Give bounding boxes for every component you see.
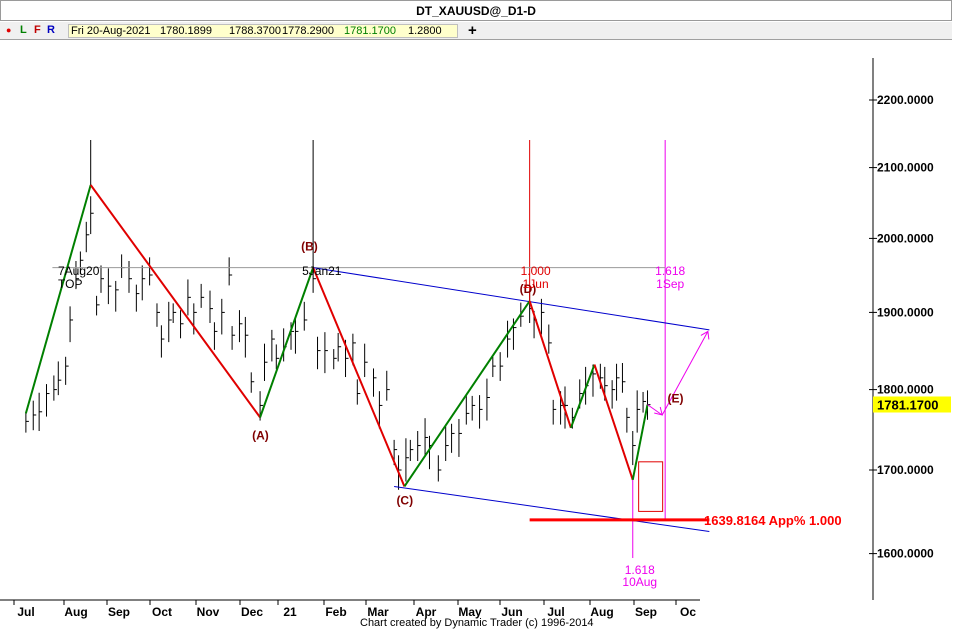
channel-line	[394, 485, 710, 533]
toolbar-button-l[interactable]: L	[20, 24, 27, 36]
y-tick-label: 2000.0000	[877, 231, 934, 245]
wave-leg	[631, 404, 649, 481]
x-tick-label: Dec	[241, 605, 263, 619]
wave-label: (A)	[252, 428, 269, 442]
wave-label: (C)	[396, 493, 413, 507]
arrowhead-icon	[700, 330, 710, 340]
annotation-top-date: 7Aug20	[58, 264, 100, 278]
x-tick-label: Jul	[547, 605, 564, 619]
y-tick-label: 1800.0000	[877, 383, 934, 397]
window-title: DT_XAUUSD@_D1-D	[0, 0, 952, 21]
annotation-aug-date: 10Aug	[622, 575, 657, 589]
axes: 2200.0000 2100.0000 2000.0000 1900.0000 1800…	[0, 58, 951, 619]
wave-leg	[24, 184, 92, 414]
wave-leg	[403, 300, 531, 488]
wave-label: (D)	[520, 282, 537, 296]
x-tick-label: Oc	[680, 605, 696, 619]
ohlc-low: 1778.2900	[282, 25, 334, 37]
y-tick-label: 1700.0000	[877, 463, 934, 477]
status-dot-icon[interactable]: ●	[6, 25, 12, 35]
target-label: 1639.8164 App% 1.000	[704, 513, 842, 528]
projection-leg	[647, 404, 663, 416]
annotation-d-date: 1Jun	[523, 277, 549, 291]
x-tick-label: May	[458, 605, 482, 619]
x-tick-label: Jul	[17, 605, 34, 619]
x-tick-label: Sep	[635, 605, 657, 619]
wave-leg	[593, 364, 634, 481]
add-symbol-button[interactable]: +	[468, 22, 477, 39]
projection-leg	[661, 331, 709, 416]
annotation-sep-date: 1Sep	[656, 277, 684, 291]
y-tick-label: 1600.0000	[877, 547, 934, 561]
ohlc-change: 1.2800	[408, 25, 442, 37]
x-tick-label: Jun	[501, 605, 522, 619]
annotation-aug-ratio: 1.618	[625, 563, 655, 577]
wave-leg	[312, 267, 406, 487]
annotation-b-date: 5Jan21	[302, 264, 342, 278]
footer-credit: Chart created by Dynamic Trader (c) 1996…	[360, 617, 594, 629]
last-price-label: 1781.1700	[877, 397, 938, 412]
x-tick-label: Nov	[197, 605, 220, 619]
channel-line	[313, 267, 710, 331]
overlay-lines	[24, 140, 710, 558]
x-tick-label: Apr	[416, 605, 437, 619]
ohlc-close: 1781.1700	[344, 25, 396, 37]
arrowhead-icon	[654, 406, 663, 416]
e-target-box	[638, 461, 664, 512]
toolbar-button-r[interactable]: R	[47, 24, 55, 36]
wave-label: (E)	[667, 392, 683, 406]
toolbar-button-f[interactable]: F	[34, 24, 41, 36]
x-tick-label: 21	[283, 605, 297, 619]
ohlc-open: 1780.1899	[160, 25, 212, 37]
x-tick-label: Aug	[590, 605, 613, 619]
annotation-sep-ratio: 1.618	[655, 264, 685, 278]
x-tick-label: Feb	[325, 605, 346, 619]
wave-leg	[89, 184, 261, 418]
info-toolbar: ● L F R Fri 20-Aug-2021 1780.1899 1788.3…	[0, 22, 952, 40]
wave-leg	[259, 267, 315, 418]
y-tick-label: 1900.0000	[877, 305, 934, 319]
x-tick-label: Sep	[108, 605, 130, 619]
wave-leg	[528, 300, 572, 429]
x-tick-label: Mar	[367, 605, 389, 619]
ohlc-readout: Fri 20-Aug-2021 1780.1899 1788.3700 1778…	[68, 24, 458, 38]
y-tick-label: 2200.0000	[877, 93, 934, 107]
wave-label: (B)	[301, 240, 318, 254]
last-price-tag	[873, 396, 951, 413]
y-tick-label: 2100.0000	[877, 161, 934, 175]
ohlc-high: 1788.3700	[229, 25, 281, 37]
x-tick-label: Aug	[64, 605, 87, 619]
annotation-top-label: TOP	[58, 277, 82, 291]
ohlc-date: Fri 20-Aug-2021	[71, 25, 151, 37]
x-tick-label: Oct	[152, 605, 172, 619]
price-bars	[25, 196, 651, 490]
annotation-d-ratio: 1.000	[521, 264, 551, 278]
wave-leg	[569, 364, 596, 429]
